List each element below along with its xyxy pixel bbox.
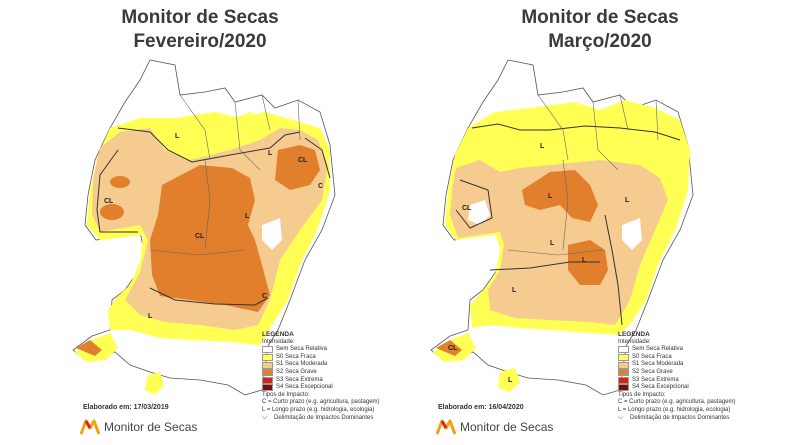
- map-title: Monitor de Secas: [121, 7, 279, 28]
- legend-impact-title: Tipos de Impacto:: [618, 391, 666, 398]
- impact-boundary-line: [604, 214, 623, 326]
- region-label: L: [548, 193, 553, 200]
- impact-boundary-line: [149, 287, 269, 306]
- legend-item: S0 Seca Fraca: [618, 354, 758, 362]
- legend-item: ⌵ Delimitação de Impactos Dominantes: [618, 414, 730, 422]
- brand-logo: Monitor de Secas: [436, 419, 553, 435]
- state-border: [507, 94, 659, 256]
- region-label: L: [582, 257, 587, 264]
- legend-impact-title: Tipos de Impacto:: [262, 391, 310, 398]
- prepared-date: Elaborado em: 16/04/2020: [438, 404, 524, 411]
- region-label: L: [550, 240, 555, 247]
- legend-swatch: [262, 361, 273, 369]
- region-label: CL: [104, 198, 114, 205]
- impact-boundary-line: [455, 179, 493, 229]
- region-label: L: [268, 150, 273, 157]
- map-legend: LEGENDA Intensidade: Sem Seca Relativa S…: [618, 331, 758, 422]
- legend-swatch: [618, 376, 629, 384]
- region-label: CL: [298, 157, 308, 164]
- region-label: L: [540, 143, 545, 150]
- legend-item: S4 Seca Excepcional: [618, 384, 758, 392]
- brand-logo: Monitor de Secas: [80, 419, 197, 435]
- drought-s2-area: [275, 145, 320, 190]
- legend-item: ⌵ Delimitação de Impactos Dominantes: [262, 414, 374, 422]
- legend-item: S1 Seca Moderada: [618, 361, 758, 369]
- impact-boundary-line: [489, 261, 600, 271]
- boundary-line-icon: ⌵: [262, 414, 268, 422]
- brand-m-icon: [80, 419, 100, 435]
- drought-s2-area: [150, 165, 270, 312]
- drought-s2-area: [110, 176, 130, 188]
- drought-s2-area: [100, 204, 124, 220]
- legend-swatch: [262, 354, 273, 362]
- brand-name: Monitor de Secas: [460, 420, 554, 434]
- prepared-date: Elaborado em: 17/03/2019: [83, 404, 169, 411]
- legend-item: S1 Seca Moderada: [262, 361, 402, 369]
- legend-intensity-label: Intensidade:: [262, 338, 295, 345]
- legend-swatch: [618, 384, 629, 392]
- region-label: L: [512, 287, 517, 294]
- map-title: Monitor de Secas: [521, 7, 679, 28]
- legend-item: S3 Seca Extrema: [618, 377, 758, 385]
- region-label: L: [508, 377, 513, 384]
- legend-swatch: [618, 369, 629, 377]
- map-panel-february: Monitor de Secas Fevereiro/2020 L CL CL: [72, 7, 402, 435]
- region-label: C: [318, 183, 323, 190]
- region-label: L: [245, 213, 250, 220]
- map-subtitle: Fevereiro/2020: [133, 31, 267, 52]
- drought-s2-area: [522, 170, 598, 222]
- region-label: L: [175, 133, 180, 140]
- drought-map: L CL L L L L L CL L: [430, 59, 694, 396]
- drought-s0-area: [145, 372, 164, 395]
- legend-swatch: [262, 376, 273, 384]
- map-panel-march: Monitor de Secas Março/2020 L CL L L L L: [400, 0, 800, 445]
- drought-s1-area: [450, 160, 668, 325]
- legend-item: S2 Seca Grave: [618, 369, 758, 377]
- legend-impact-c: C = Curto prazo (e.g. agricultura, pasta…: [618, 399, 736, 406]
- legend-item: Sem Seca Relativa: [618, 346, 758, 354]
- legend-title: LEGENDA: [262, 331, 294, 338]
- legend-item: S0 Seca Fraca: [262, 354, 402, 362]
- no-drought-area: [262, 218, 282, 250]
- brand-m-icon: [436, 419, 456, 435]
- drought-map: L CL CL CL L C L L C: [72, 59, 336, 396]
- no-drought-area: [468, 200, 490, 225]
- legend-intensity-label: Intensidade:: [618, 338, 651, 345]
- impact-boundary-line: [304, 137, 331, 179]
- map-legend: LEGENDA Intensidade: Sem Seca Relativa S…: [262, 331, 402, 422]
- legend-swatch: [618, 346, 629, 354]
- brand-name: Monitor de Secas: [104, 420, 198, 434]
- legend-item: S4 Seca Excepcional: [262, 384, 402, 392]
- region-label: CL: [448, 345, 458, 352]
- legend-item: Sem Seca Relativa: [262, 346, 402, 354]
- region-label: L: [625, 197, 630, 204]
- region-label: L: [148, 313, 153, 320]
- region-label: CL: [195, 233, 205, 240]
- drought-s0-gap: [235, 112, 265, 140]
- impact-boundary-line: [96, 149, 138, 233]
- region-label: C: [262, 293, 267, 300]
- legend-item: S3 Seca Extrema: [262, 377, 402, 385]
- legend-impact-l: L = Longo prazo (e.g. hidrologia, ecolog…: [618, 406, 731, 413]
- legend-swatch: [262, 346, 273, 354]
- legend-impact-c: C = Curto prazo (e.g. agricultura, pasta…: [262, 399, 380, 406]
- drought-s0-area: [498, 368, 520, 392]
- no-drought-area: [622, 218, 642, 250]
- state-border: [149, 94, 301, 256]
- legend-impact-l: L = Longo prazo (e.g. hidrologia, ecolog…: [262, 406, 375, 413]
- drought-s2-area: [436, 340, 462, 356]
- boundary-line-icon: ⌵: [618, 414, 624, 422]
- map-subtitle: Março/2020: [548, 31, 652, 52]
- legend-item: S2 Seca Grave: [262, 369, 402, 377]
- legend-swatch: [618, 361, 629, 369]
- drought-s2-area: [76, 340, 102, 356]
- legend-swatch: [262, 369, 273, 377]
- legend-swatch: [618, 354, 629, 362]
- region-label: CL: [462, 205, 472, 212]
- impact-boundary-line: [471, 123, 681, 141]
- legend-swatch: [262, 384, 273, 392]
- impact-boundary-line: [117, 127, 301, 163]
- legend-title: LEGENDA: [618, 331, 650, 338]
